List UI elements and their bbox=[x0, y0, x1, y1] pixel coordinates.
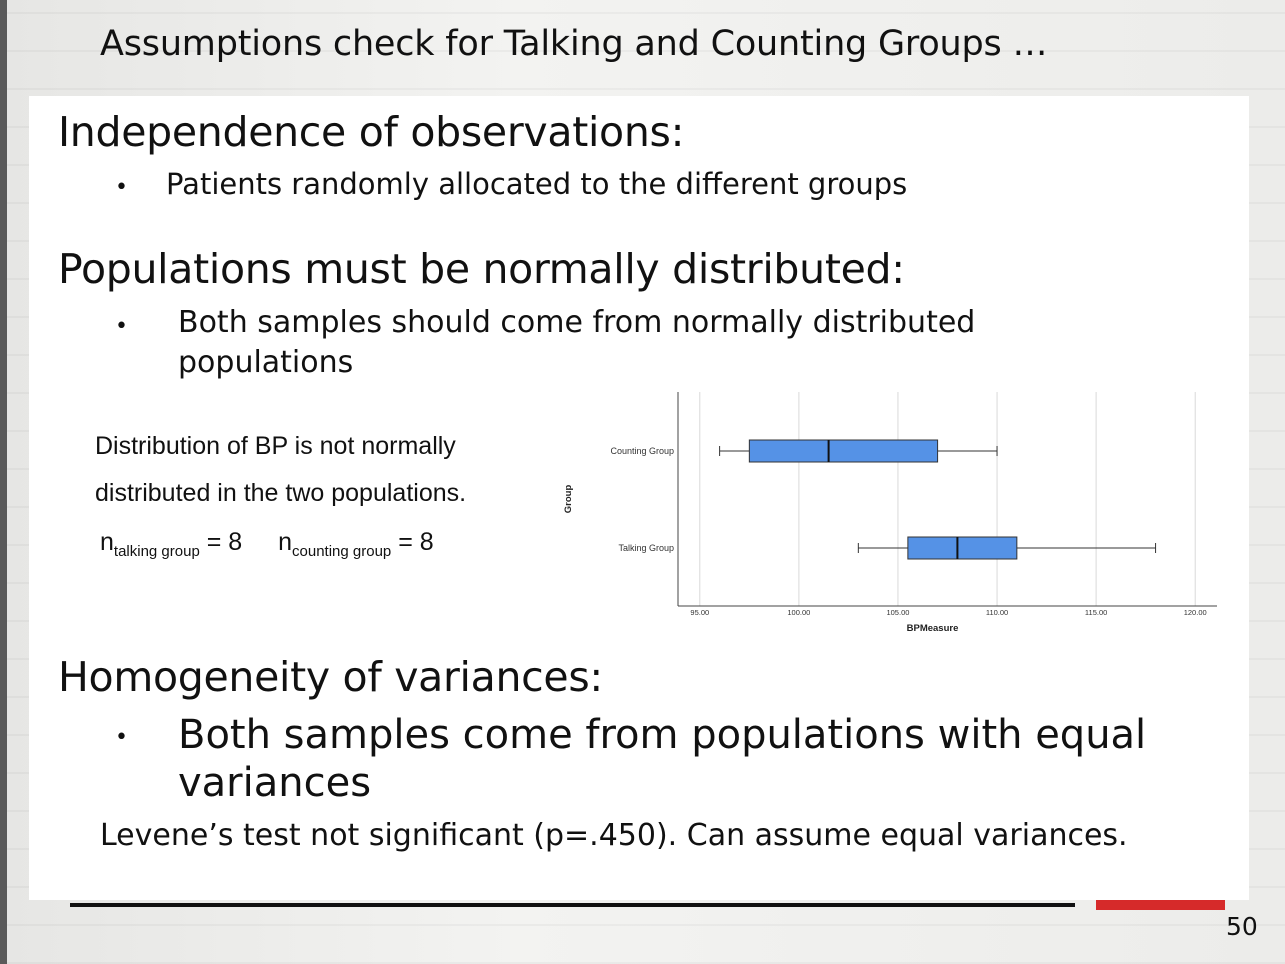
slide-title: Assumptions check for Talking and Counti… bbox=[100, 24, 1048, 64]
n-talking-symbol: n bbox=[100, 528, 114, 556]
normality-note-line2: distributed in the two populations. bbox=[95, 479, 467, 507]
bullet-homogeneity-line2: variances bbox=[178, 760, 372, 806]
category-label: Talking Group bbox=[618, 543, 674, 553]
y-axis-title: Group bbox=[563, 485, 574, 514]
box-iqr bbox=[907, 536, 1018, 560]
heading-homogeneity: Homogeneity of variances: bbox=[58, 653, 603, 701]
bp-boxplot-chart: 95.00 100.00 105.00 110.00 115.00 120.00 BPMea… bbox=[563, 392, 1217, 634]
n-counting-value: = 8 bbox=[398, 528, 434, 556]
bullet-independence: Patients randomly allocated to the diffe… bbox=[166, 167, 908, 201]
footer-accent-bar bbox=[1096, 900, 1225, 910]
normality-note-line1: Distribution of BP is not normally bbox=[95, 432, 456, 460]
bullet-dot: • bbox=[115, 175, 128, 200]
category-label: Counting Group bbox=[610, 446, 674, 456]
levene-result: Levene’s test not significant (p=.450). … bbox=[100, 818, 1128, 853]
bullet-homogeneity-line1: Both samples come from populations with … bbox=[178, 712, 1147, 758]
x-tick-label: 105.00 bbox=[886, 608, 909, 617]
x-tick-label: 115.00 bbox=[1085, 608, 1107, 617]
n-talking-subscript: talking group bbox=[113, 543, 200, 560]
sample-size-line: ntalking group = 8 ncounting group = 8 bbox=[100, 528, 434, 560]
window-left-edge bbox=[0, 0, 7, 964]
heading-normality: Populations must be normally distributed… bbox=[58, 245, 905, 293]
x-tick-label: 100.00 bbox=[787, 608, 810, 617]
footer-rule bbox=[70, 903, 1075, 907]
x-axis-title: BPMeasure bbox=[907, 623, 959, 634]
bullet-dot: • bbox=[115, 725, 128, 750]
x-tick-label: 110.00 bbox=[986, 608, 1008, 617]
bullet-normality-line2: populations bbox=[178, 345, 354, 380]
x-tick-label: 120.00 bbox=[1184, 608, 1207, 617]
bullet-dot: • bbox=[115, 314, 128, 339]
n-counting-subscript: counting group bbox=[292, 543, 392, 560]
bullet-normality-line1: Both samples should come from normally d… bbox=[178, 305, 976, 340]
page-number: 50 bbox=[1226, 912, 1258, 941]
heading-independence: Independence of observations: bbox=[58, 108, 685, 156]
x-tick-label: 95.00 bbox=[690, 608, 709, 617]
n-counting-symbol: n bbox=[278, 528, 293, 556]
n-talking-value: = 8 bbox=[206, 528, 243, 556]
content-panel bbox=[29, 96, 1249, 900]
box-iqr bbox=[748, 439, 939, 463]
